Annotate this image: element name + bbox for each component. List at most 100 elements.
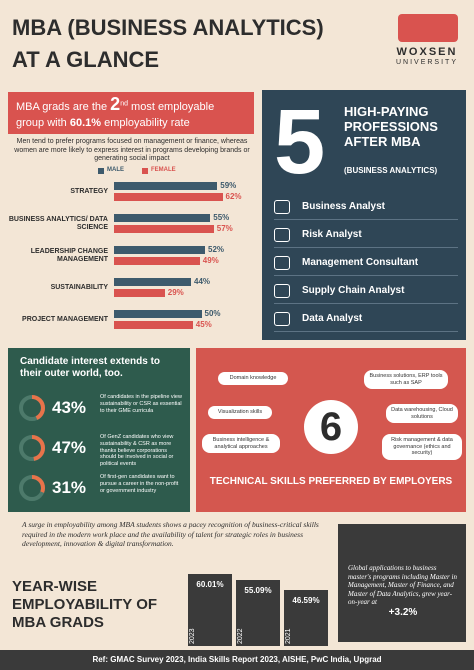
value-label: 52% xyxy=(208,245,225,254)
interest-text: Of GenZ candidates who view sustainabili… xyxy=(100,434,174,468)
value-label: 29% xyxy=(167,288,184,297)
donut xyxy=(19,435,45,461)
icon xyxy=(274,199,290,214)
skills-panel: 6 Domain knowledge Business solutions, ER… xyxy=(196,348,466,512)
global-value: +3.2% xyxy=(388,606,418,618)
rank-suffix: nd xyxy=(120,100,128,108)
logo xyxy=(398,14,458,42)
bar xyxy=(114,257,200,265)
bar xyxy=(114,321,193,329)
donut xyxy=(19,395,45,421)
skill: Business solutions, ERP tools such as SA… xyxy=(364,370,448,389)
bar xyxy=(114,214,211,222)
icon xyxy=(274,283,290,298)
category-label: LEADERSHIP CHANGE MANAGEMENT xyxy=(30,248,108,263)
global-text: Global applications to business master's… xyxy=(348,564,457,606)
footer: Ref: GMAC Survey 2023, India Skills Repo… xyxy=(0,650,474,670)
profession: Risk Analyst xyxy=(274,222,458,248)
interest-text: Of first-gen candidates want to pursue a… xyxy=(100,474,179,494)
interest-value: 31% xyxy=(52,478,87,497)
text: employability rate xyxy=(104,117,190,129)
interest-value: 43% xyxy=(52,398,87,417)
skill: Visualization skills xyxy=(208,406,272,419)
skill: Domain knowledge xyxy=(218,372,288,385)
rank: 2 xyxy=(110,94,121,114)
legend-swatch xyxy=(142,168,148,174)
skills-caption: TECHNICAL SKILLS PREFERRED BY EMPLOYERS xyxy=(209,476,453,487)
profession: Data Analyst xyxy=(274,306,458,332)
profession: Business Analyst xyxy=(274,194,458,220)
value-label: 45% xyxy=(195,320,212,329)
category-label: BUSINESS ANALYTICS/ DATA SCIENCE xyxy=(8,216,108,231)
x-tick-label: 2023 xyxy=(189,628,196,644)
value-label: 55% xyxy=(213,213,230,222)
brand: WOXSEN xyxy=(396,46,458,58)
donut-arc xyxy=(19,435,45,461)
year-chart: YEAR-WISE EMPLOYABILITY OF MBA GRADS 60.0… xyxy=(0,560,334,648)
profession-name: Supply Chain Analyst xyxy=(302,285,405,296)
bar xyxy=(114,310,202,318)
chart-title: YEAR-WISE EMPLOYABILITY OF MBA GRADS xyxy=(12,578,158,631)
bar xyxy=(284,590,328,646)
donut xyxy=(19,475,45,501)
interest-text: Of candidates in the pipeline view susta… xyxy=(100,394,182,414)
bar xyxy=(114,182,218,190)
title-line: MBA (BUSINESS ANALYTICS) xyxy=(12,15,324,40)
skill: Risk management & data governance (ethic… xyxy=(382,434,462,460)
profession: Supply Chain Analyst xyxy=(274,278,458,304)
title-line: AT A GLANCE xyxy=(12,47,160,72)
legend-label: MALE xyxy=(107,167,124,173)
x-tick-label: 2022 xyxy=(237,628,244,644)
value-label: 46.59% xyxy=(292,596,320,606)
stat-banner: MBA grads are the 2nd most employable gr… xyxy=(8,92,254,134)
donut-arc xyxy=(19,395,45,421)
bar xyxy=(114,278,191,286)
skill: Data warehousing, Cloud solutions xyxy=(386,404,458,423)
profession-name: Management Consultant xyxy=(302,257,419,268)
interest-value: 47% xyxy=(52,438,87,457)
global-box: Global applications to business master's… xyxy=(338,524,466,642)
category-label: STRATEGY xyxy=(70,188,108,195)
legend-swatch xyxy=(98,168,104,174)
quote: A surge in employability among MBA stude… xyxy=(22,520,319,548)
value-label: 55.09% xyxy=(244,585,272,595)
category-label: PROJECT MANAGEMENT xyxy=(22,316,108,323)
note: Men tend to prefer programs focused on m… xyxy=(14,138,250,162)
bar xyxy=(114,225,214,233)
value-label: 59% xyxy=(220,181,237,190)
value-label: 62% xyxy=(225,192,242,201)
value-label: 49% xyxy=(202,256,219,265)
interest-panel: Candidate interest extends to their oute… xyxy=(8,348,190,512)
legend-label: FEMALE xyxy=(151,167,176,173)
icon xyxy=(274,227,290,242)
x-tick-label: 2021 xyxy=(285,628,292,644)
donut-arc xyxy=(19,475,45,501)
value-label: 44% xyxy=(194,277,211,286)
skill: Business intelligence & analytical appro… xyxy=(202,434,280,453)
profession-name: Business Analyst xyxy=(302,201,385,212)
count: 5 xyxy=(274,91,326,193)
value-label: 60.01% xyxy=(196,579,224,589)
bar xyxy=(114,246,205,254)
bar xyxy=(114,289,165,297)
stat-line: MBA grads are the 2nd most employable xyxy=(16,94,246,115)
text: MBA grads are the xyxy=(16,101,108,113)
text: most employable xyxy=(131,101,215,113)
professions-subtitle: (BUSINESS ANALYTICS) xyxy=(344,166,438,175)
bar xyxy=(188,573,232,646)
count: 6 xyxy=(304,400,358,454)
profession: Management Consultant xyxy=(274,250,458,276)
icon xyxy=(274,311,290,326)
profession-name: Risk Analyst xyxy=(302,229,362,240)
value-label: 50% xyxy=(204,309,221,318)
title: MBA (BUSINESS ANALYTICS) AT A GLANCE xyxy=(12,14,324,74)
professions-title: HIGH-PAYING PROFESSIONS AFTER MBA xyxy=(344,104,438,149)
bar xyxy=(114,193,223,201)
brand-sub: UNIVERSITY xyxy=(395,59,458,66)
interest-title: Candidate interest extends to their oute… xyxy=(20,356,161,379)
icon xyxy=(274,255,290,270)
gender-chart: MALE FEMALE STRATEGY 59% 62% BUSINESS ANALYTI… xyxy=(6,166,256,344)
professions-panel: 5 HIGH-PAYING PROFESSIONS AFTER MBA (BUS… xyxy=(262,90,466,340)
